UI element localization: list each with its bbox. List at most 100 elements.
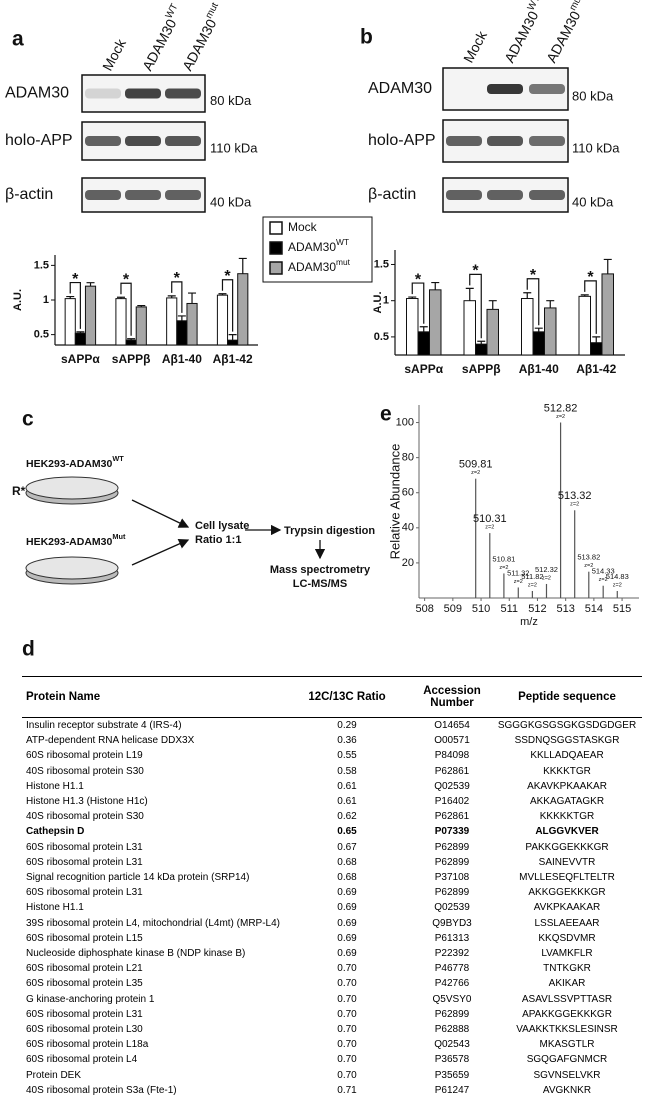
table-cell: P36578	[434, 1054, 470, 1066]
step-label: Ratio 1:1	[195, 534, 241, 546]
table-cell: 0.61	[337, 796, 357, 808]
error-bar	[76, 331, 85, 334]
charge-label: z=2	[499, 565, 508, 571]
table-cell: 60S ribosomal protein L21	[26, 963, 143, 975]
error-bar	[580, 294, 589, 297]
table-cell: P61313	[434, 932, 470, 944]
charge-label: z=2	[599, 577, 608, 583]
legend-label-sup: WT	[336, 237, 349, 247]
peak-label: 513.82	[577, 553, 600, 562]
legend-label: ADAM30mut	[288, 257, 351, 274]
band	[487, 136, 523, 146]
significance-label: *	[415, 271, 422, 288]
table-cell: AKKAGATAGKR	[529, 796, 605, 808]
table-cell: O14654	[434, 720, 470, 731]
significance-bracket	[171, 281, 183, 313]
bar	[590, 342, 603, 356]
error-bar	[546, 300, 555, 308]
peak-label: 510.81	[492, 554, 515, 563]
table-cell: P62888	[434, 1024, 470, 1036]
charge-label: z=2	[613, 582, 622, 588]
significance-label: *	[472, 263, 479, 280]
table-cell: 0.29	[337, 720, 357, 731]
table-cell: 60S ribosomal protein L31	[26, 856, 143, 868]
lane-label-main: Mock	[460, 27, 490, 65]
bar	[115, 298, 127, 346]
band	[125, 136, 161, 146]
table-cell: SSDNQSGGSTASKGR	[514, 735, 620, 747]
table-cell: KKKKTGR	[543, 765, 591, 777]
table-cell: 60S ribosomal protein L18a	[26, 1039, 149, 1051]
table-cell: Q02539	[434, 780, 470, 792]
x-tick-label: sAPPα	[61, 352, 100, 366]
table-cell: Histone H1.3 (Histone H1c)	[26, 796, 148, 808]
significance-bracket	[221, 279, 234, 332]
table-cell: P46778	[434, 963, 470, 975]
x-tick-label: Aβ1-42	[576, 362, 616, 376]
table-cell: MVLLESEQFLTELTR	[519, 872, 615, 884]
label-note: R*	[12, 484, 26, 498]
table-cell: Histone H1.1	[26, 780, 84, 792]
error-bar	[228, 334, 237, 341]
table-cell: TNTKGKR	[543, 963, 591, 975]
protein-table: Protein Name 12C/13C Ratio Accession Numbe…	[22, 676, 642, 1098]
significance-bracket	[526, 278, 540, 326]
table-cell: P84098	[434, 750, 470, 762]
table-cell: 0.69	[337, 932, 357, 944]
error-bar	[408, 296, 417, 299]
y-tick-label: 1	[43, 294, 49, 306]
table-cell: AKAVKPKAAKAR	[527, 780, 607, 792]
kda-marker: 80 kDa	[572, 88, 614, 103]
table-row: 40S ribosomal protein S30 0.62 P62861 KKKKK…	[22, 809, 642, 824]
error-bar	[137, 304, 146, 307]
table-cell: KKKKKTGR	[539, 811, 595, 823]
peak-label: 511.82	[521, 572, 543, 581]
table-row: 60S ribosomal protein L31 0.69 P62899 AKKGG…	[22, 885, 642, 900]
band	[85, 136, 121, 146]
lane-label-sup: mut	[204, 1, 222, 21]
table-cell: KKQSDVMR	[538, 932, 596, 944]
table-row: Histone H1.1 0.61 Q02539 AKAVKPKAAKAR	[22, 779, 642, 794]
lane-label-main: Mock	[99, 35, 129, 73]
significance-bracket	[411, 282, 425, 324]
x-tick-label: 508	[415, 603, 433, 615]
table-row: ATP-dependent RNA helicase DDX3X 0.36 O005…	[22, 733, 642, 748]
error-bar	[592, 336, 601, 343]
lane-label-main: ADAM30	[139, 16, 180, 73]
table-cell: P62899	[434, 1008, 470, 1020]
table-cell: AVGKNKR	[542, 1084, 592, 1096]
table-cell: 0.67	[337, 841, 357, 853]
table-cell: KKLLADQAEAR	[530, 750, 604, 762]
significance-bracket	[584, 280, 597, 334]
charge-label: z=2	[556, 414, 565, 420]
significance-label: *	[174, 270, 181, 287]
bar	[135, 306, 147, 346]
error-bar	[66, 295, 75, 299]
table-cell: P61247	[434, 1084, 470, 1096]
peak-label: 511.32	[507, 568, 529, 577]
x-axis-label: m/z	[520, 616, 538, 628]
table-cell: 0.62	[337, 811, 357, 823]
y-tick-label: 0.5	[34, 329, 49, 341]
row-label: holo-APP	[368, 132, 436, 149]
significance-bracket	[120, 282, 132, 336]
band	[446, 190, 482, 200]
significance-label: *	[224, 268, 231, 285]
error-bar	[603, 258, 612, 274]
step-label: LC-MS/MS	[293, 578, 347, 590]
cell-line-label-sup: Mut	[112, 532, 126, 541]
arrow	[131, 499, 190, 528]
x-tick-label: Aβ1-42	[213, 352, 253, 366]
table-row: Protein DEK 0.70 P35659 SGVNSELVKR	[22, 1068, 642, 1083]
legend-label-sup: mut	[336, 257, 351, 267]
y-tick-label: 40	[402, 522, 414, 534]
band	[165, 190, 201, 200]
bar	[216, 294, 229, 346]
bar	[601, 273, 614, 356]
table-cell: 0.58	[337, 765, 357, 777]
table-cell: 0.70	[337, 963, 357, 975]
y-tick-label: 1.5	[374, 258, 389, 270]
error-bar	[465, 287, 474, 301]
table-cell: 0.68	[337, 856, 357, 868]
